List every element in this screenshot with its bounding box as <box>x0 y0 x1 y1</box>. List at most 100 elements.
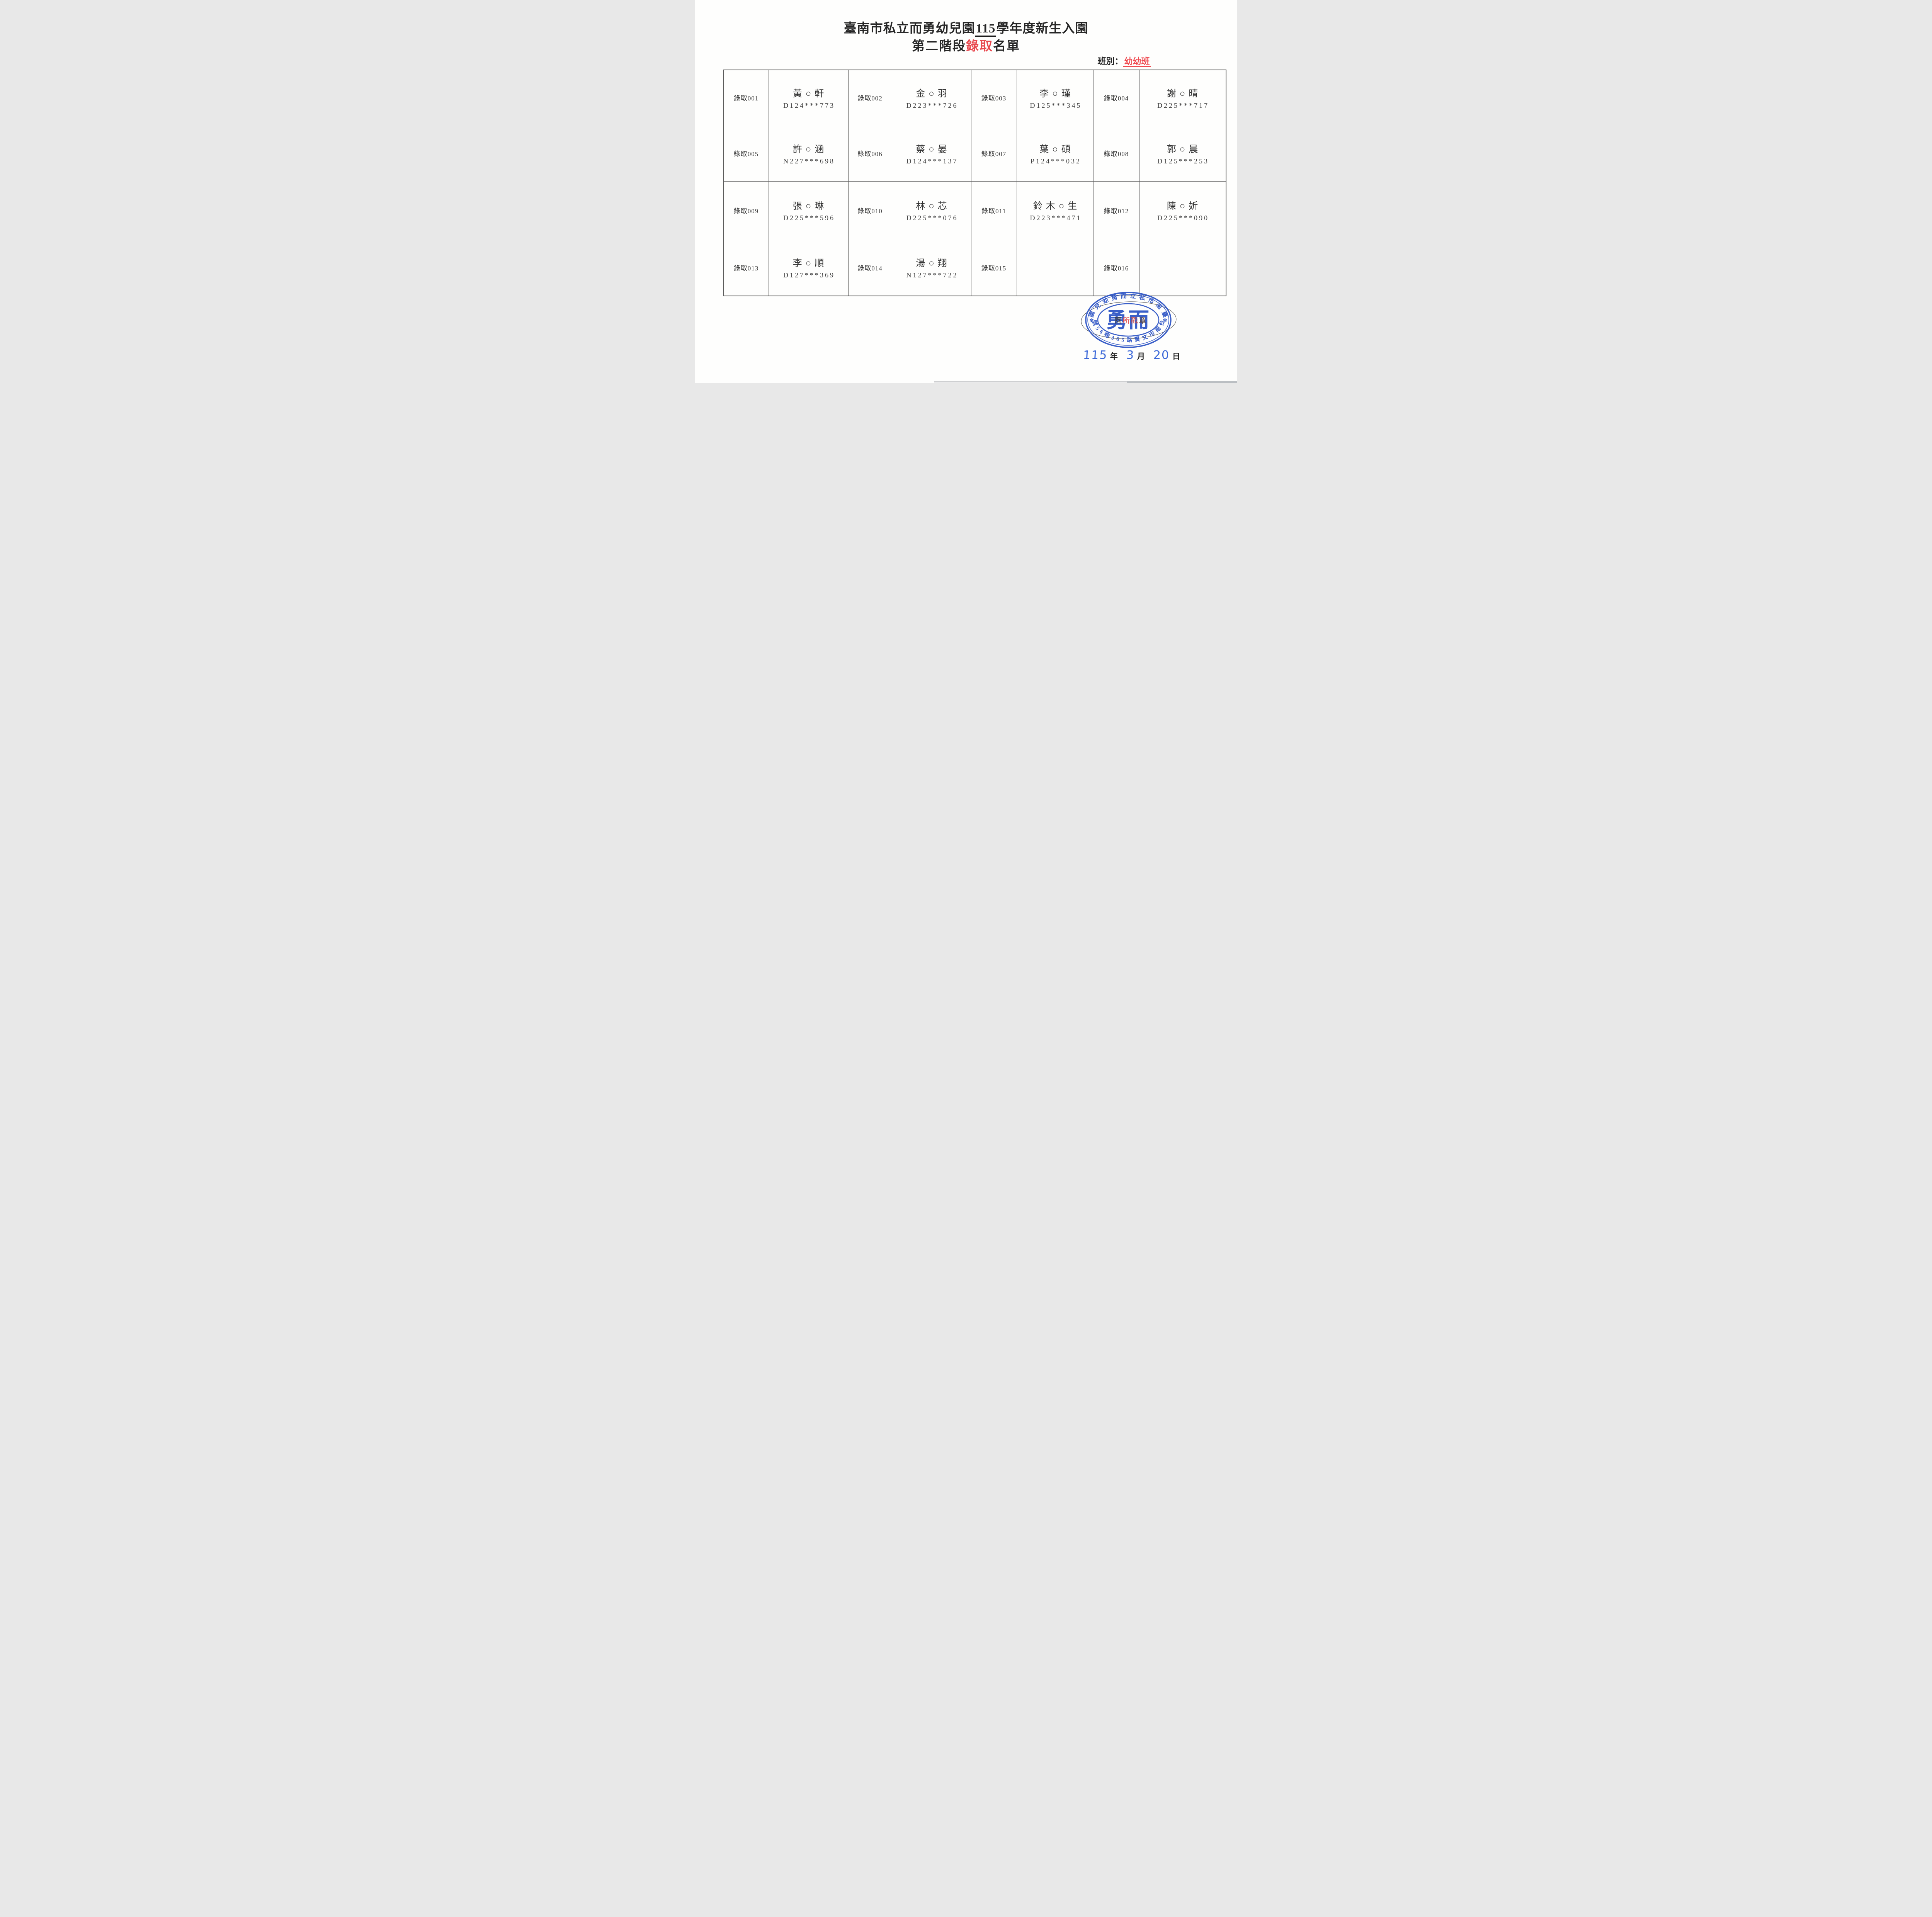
admission-no: 錄取006 <box>857 150 883 158</box>
admission-no: 錄取013 <box>733 264 759 272</box>
student-cell: 謝○晴 D225***717 <box>1139 70 1226 125</box>
student-id: D225***717 <box>1157 101 1209 109</box>
student-name: 鈴木○生 <box>1033 201 1081 211</box>
date-month-value: 3 <box>1126 348 1135 362</box>
student-id: D223***471 <box>1030 214 1082 222</box>
student-name: 陳○妡 <box>1167 201 1202 211</box>
student-id: D225***596 <box>783 214 835 222</box>
admission-no: 錄取011 <box>981 207 1006 215</box>
admission-no: 錄取002 <box>857 95 883 102</box>
student-id: D125***345 <box>1030 101 1082 109</box>
admission-no: 錄取012 <box>1104 207 1129 215</box>
admission-no-cell: 錄取012 <box>1094 182 1139 239</box>
class-row: 班別： 幼幼班 <box>1097 56 1151 67</box>
admission-no-cell: 錄取006 <box>848 125 892 182</box>
student-id: D125***253 <box>1157 157 1209 165</box>
student-name: 許○涵 <box>793 144 828 155</box>
student-name: 金○羽 <box>916 88 951 99</box>
student-cell: 蔡○晏 D124***137 <box>892 125 971 182</box>
student-cell: 林○芯 D225***076 <box>892 182 971 239</box>
student-name: 郭○晨 <box>1167 144 1202 155</box>
admission-no-cell: 錄取001 <box>724 70 769 125</box>
form-stamp-ellipse <box>1080 301 1177 339</box>
admission-no-cell: 錄取013 <box>724 239 769 296</box>
student-name: 李○順 <box>793 258 828 269</box>
admission-no: 錄取004 <box>1104 95 1129 102</box>
admission-no-cell: 錄取009 <box>724 182 769 239</box>
student-cell: 李○瑾 D125***345 <box>1017 70 1094 125</box>
admission-no: 錄取015 <box>981 264 1007 272</box>
admission-no-cell: 錄取016 <box>1094 239 1139 296</box>
scan-edge-artifact-dark <box>1127 381 1237 383</box>
student-cell-empty <box>1017 239 1094 296</box>
admission-no: 錄取003 <box>981 95 1007 102</box>
title-stage: 第二階段 <box>912 39 966 53</box>
student-name: 林○芯 <box>916 201 951 211</box>
overlay-char: 園 <box>1114 317 1122 325</box>
student-cell: 許○涵 N227***698 <box>769 125 849 182</box>
student-cell: 葉○碩 P124***032 <box>1017 125 1094 182</box>
admission-no-cell: 錄取007 <box>971 125 1017 182</box>
title-line1-suffix: 學年度新生入園 <box>996 22 1088 36</box>
student-name: 蔡○晏 <box>916 144 951 155</box>
title-admitted-highlight: 錄取 <box>966 39 993 53</box>
admission-no-cell: 錄取008 <box>1094 125 1139 182</box>
admission-no-cell: 錄取014 <box>849 239 892 296</box>
admission-no-cell: 錄取005 <box>724 125 769 182</box>
student-cell: 張○琳 D225***596 <box>769 182 849 239</box>
admission-no-cell: 錄取015 <box>971 239 1017 296</box>
student-name: 黃○軒 <box>793 88 828 99</box>
date-year-value: 115 <box>1082 348 1108 362</box>
class-value: 幼幼班 <box>1123 56 1151 67</box>
student-name: 湯○翔 <box>916 258 951 269</box>
student-name: 李○瑾 <box>1039 88 1074 99</box>
kindergarten-stamp: 園兒幼勇而立私市南臺 號56巷365路賢文市南台 ✾ ✾ 勇而 園所戳章 <box>1080 292 1177 348</box>
admission-no: 錄取010 <box>857 207 883 215</box>
title-academic-year: 115 <box>975 22 997 37</box>
title-line2-suffix: 名單 <box>993 39 1020 53</box>
student-id: N227***698 <box>783 157 835 165</box>
student-cell: 郭○晨 D125***253 <box>1139 125 1226 182</box>
title-school-name: 臺南市私立而勇幼兒園 <box>844 22 975 36</box>
student-id: N127***722 <box>906 271 958 279</box>
class-label: 班別： <box>1097 56 1123 66</box>
student-cell: 李○順 D127***369 <box>769 239 849 296</box>
student-cell: 鈴木○生 D223***471 <box>1017 182 1094 239</box>
rosette-left-icon: ✾ <box>1089 318 1094 324</box>
overlay-char: 所 <box>1122 316 1130 325</box>
stamp-overlay-label: 園所戳章 <box>1114 316 1146 325</box>
date-year-unit: 年 <box>1110 352 1118 361</box>
student-cell: 黃○軒 D124***773 <box>769 70 849 125</box>
student-cell: 湯○翔 N127***722 <box>892 239 971 296</box>
scanned-admission-list-page: 臺南市私立而勇幼兒園115學年度新生入園 第二階段錄取名單 班別： 幼幼班 錄取0… <box>695 0 1237 383</box>
date-day-unit: 日 <box>1172 352 1180 361</box>
admission-no: 錄取001 <box>733 95 759 102</box>
rosette-right-icon: ✾ <box>1163 318 1167 324</box>
student-id: D225***076 <box>906 214 958 222</box>
student-id: D124***137 <box>906 157 958 165</box>
student-name: 張○琳 <box>793 201 828 211</box>
student-name: 葉○碩 <box>1039 144 1074 155</box>
admission-no-cell: 錄取011 <box>971 182 1017 239</box>
student-id: P124***032 <box>1030 157 1081 165</box>
admission-no-cell: 錄取004 <box>1094 70 1139 125</box>
page-title-line2: 第二階段錄取名單 <box>695 40 1237 53</box>
admission-no-cell: 錄取003 <box>971 70 1017 125</box>
overlay-char: 章 <box>1139 316 1147 325</box>
admission-no: 錄取009 <box>733 207 759 215</box>
date-month-unit: 月 <box>1137 352 1145 361</box>
date-day-value: 20 <box>1153 348 1170 362</box>
stamp-center-text: 勇而 <box>1106 308 1150 332</box>
page-title-line1: 臺南市私立而勇幼兒園115學年度新生入園 <box>695 22 1237 37</box>
admission-no: 錄取008 <box>1104 150 1129 158</box>
stamp-outer-ring-inner-line <box>1087 294 1169 346</box>
stamp-outer-ring <box>1085 292 1172 348</box>
student-cell: 陳○妡 D225***090 <box>1139 182 1226 239</box>
overlay-char: 戳 <box>1131 316 1139 325</box>
admission-no: 錄取014 <box>857 264 883 272</box>
stamp-inner-ring <box>1097 303 1159 337</box>
scan-edge-artifact <box>934 381 1237 382</box>
admission-table: 錄取001 黃○軒 D124***773 錄取002 金○羽 D223***726 … <box>723 70 1226 296</box>
student-id: D127***369 <box>783 271 835 279</box>
admission-no-cell: 錄取002 <box>848 70 892 125</box>
